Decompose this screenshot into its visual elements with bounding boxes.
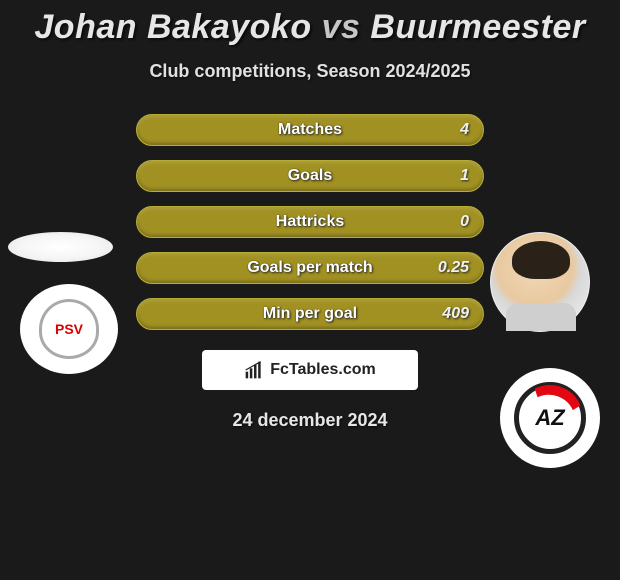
player1-name: Johan Bakayoko (34, 8, 311, 46)
subtitle: Club competitions, Season 2024/2025 (0, 61, 620, 82)
stat-label: Min per goal (263, 305, 357, 323)
stat-label: Goals per match (247, 259, 372, 277)
vs-text: vs (322, 8, 361, 46)
stat-right-value: 1 (439, 167, 469, 185)
az-badge-icon: AZ (514, 382, 586, 454)
stat-row-matches: Matches 4 (136, 114, 484, 146)
comparison-card: Johan Bakayoko vs Buurmeester Club compe… (0, 0, 620, 450)
stat-right-value: 4 (439, 121, 469, 139)
bars-rising-icon (244, 360, 264, 380)
stat-right-value: 0.25 (438, 259, 469, 277)
player2-avatar (490, 232, 590, 332)
stat-row-goals-per-match: Goals per match 0.25 (136, 252, 484, 284)
stat-right-value: 0 (439, 213, 469, 231)
psv-shield-icon: PSV (39, 299, 99, 359)
page-title: Johan Bakayoko vs Buurmeester (0, 0, 620, 47)
player1-avatar (8, 232, 113, 262)
club-right-text: AZ (535, 405, 564, 431)
stat-label: Goals (288, 167, 332, 185)
branding-badge: FcTables.com (202, 350, 418, 390)
club-logo-left: PSV (20, 284, 118, 374)
club-logo-right: AZ (500, 368, 600, 468)
stat-bars: Matches 4 Goals 1 Hattricks 0 Goals per … (136, 114, 484, 344)
branding-text: FcTables.com (270, 361, 376, 379)
stat-label: Hattricks (276, 213, 344, 231)
player2-name: Buurmeester (370, 8, 585, 46)
stat-right-value: 409 (439, 305, 469, 323)
club-left-text: PSV (55, 321, 83, 337)
stat-label: Matches (278, 121, 342, 139)
stat-row-hattricks: Hattricks 0 (136, 206, 484, 238)
stats-area: PSV AZ Matches 4 Goals 1 Hattricks (0, 114, 620, 344)
stat-row-min-per-goal: Min per goal 409 (136, 298, 484, 330)
stat-row-goals: Goals 1 (136, 160, 484, 192)
